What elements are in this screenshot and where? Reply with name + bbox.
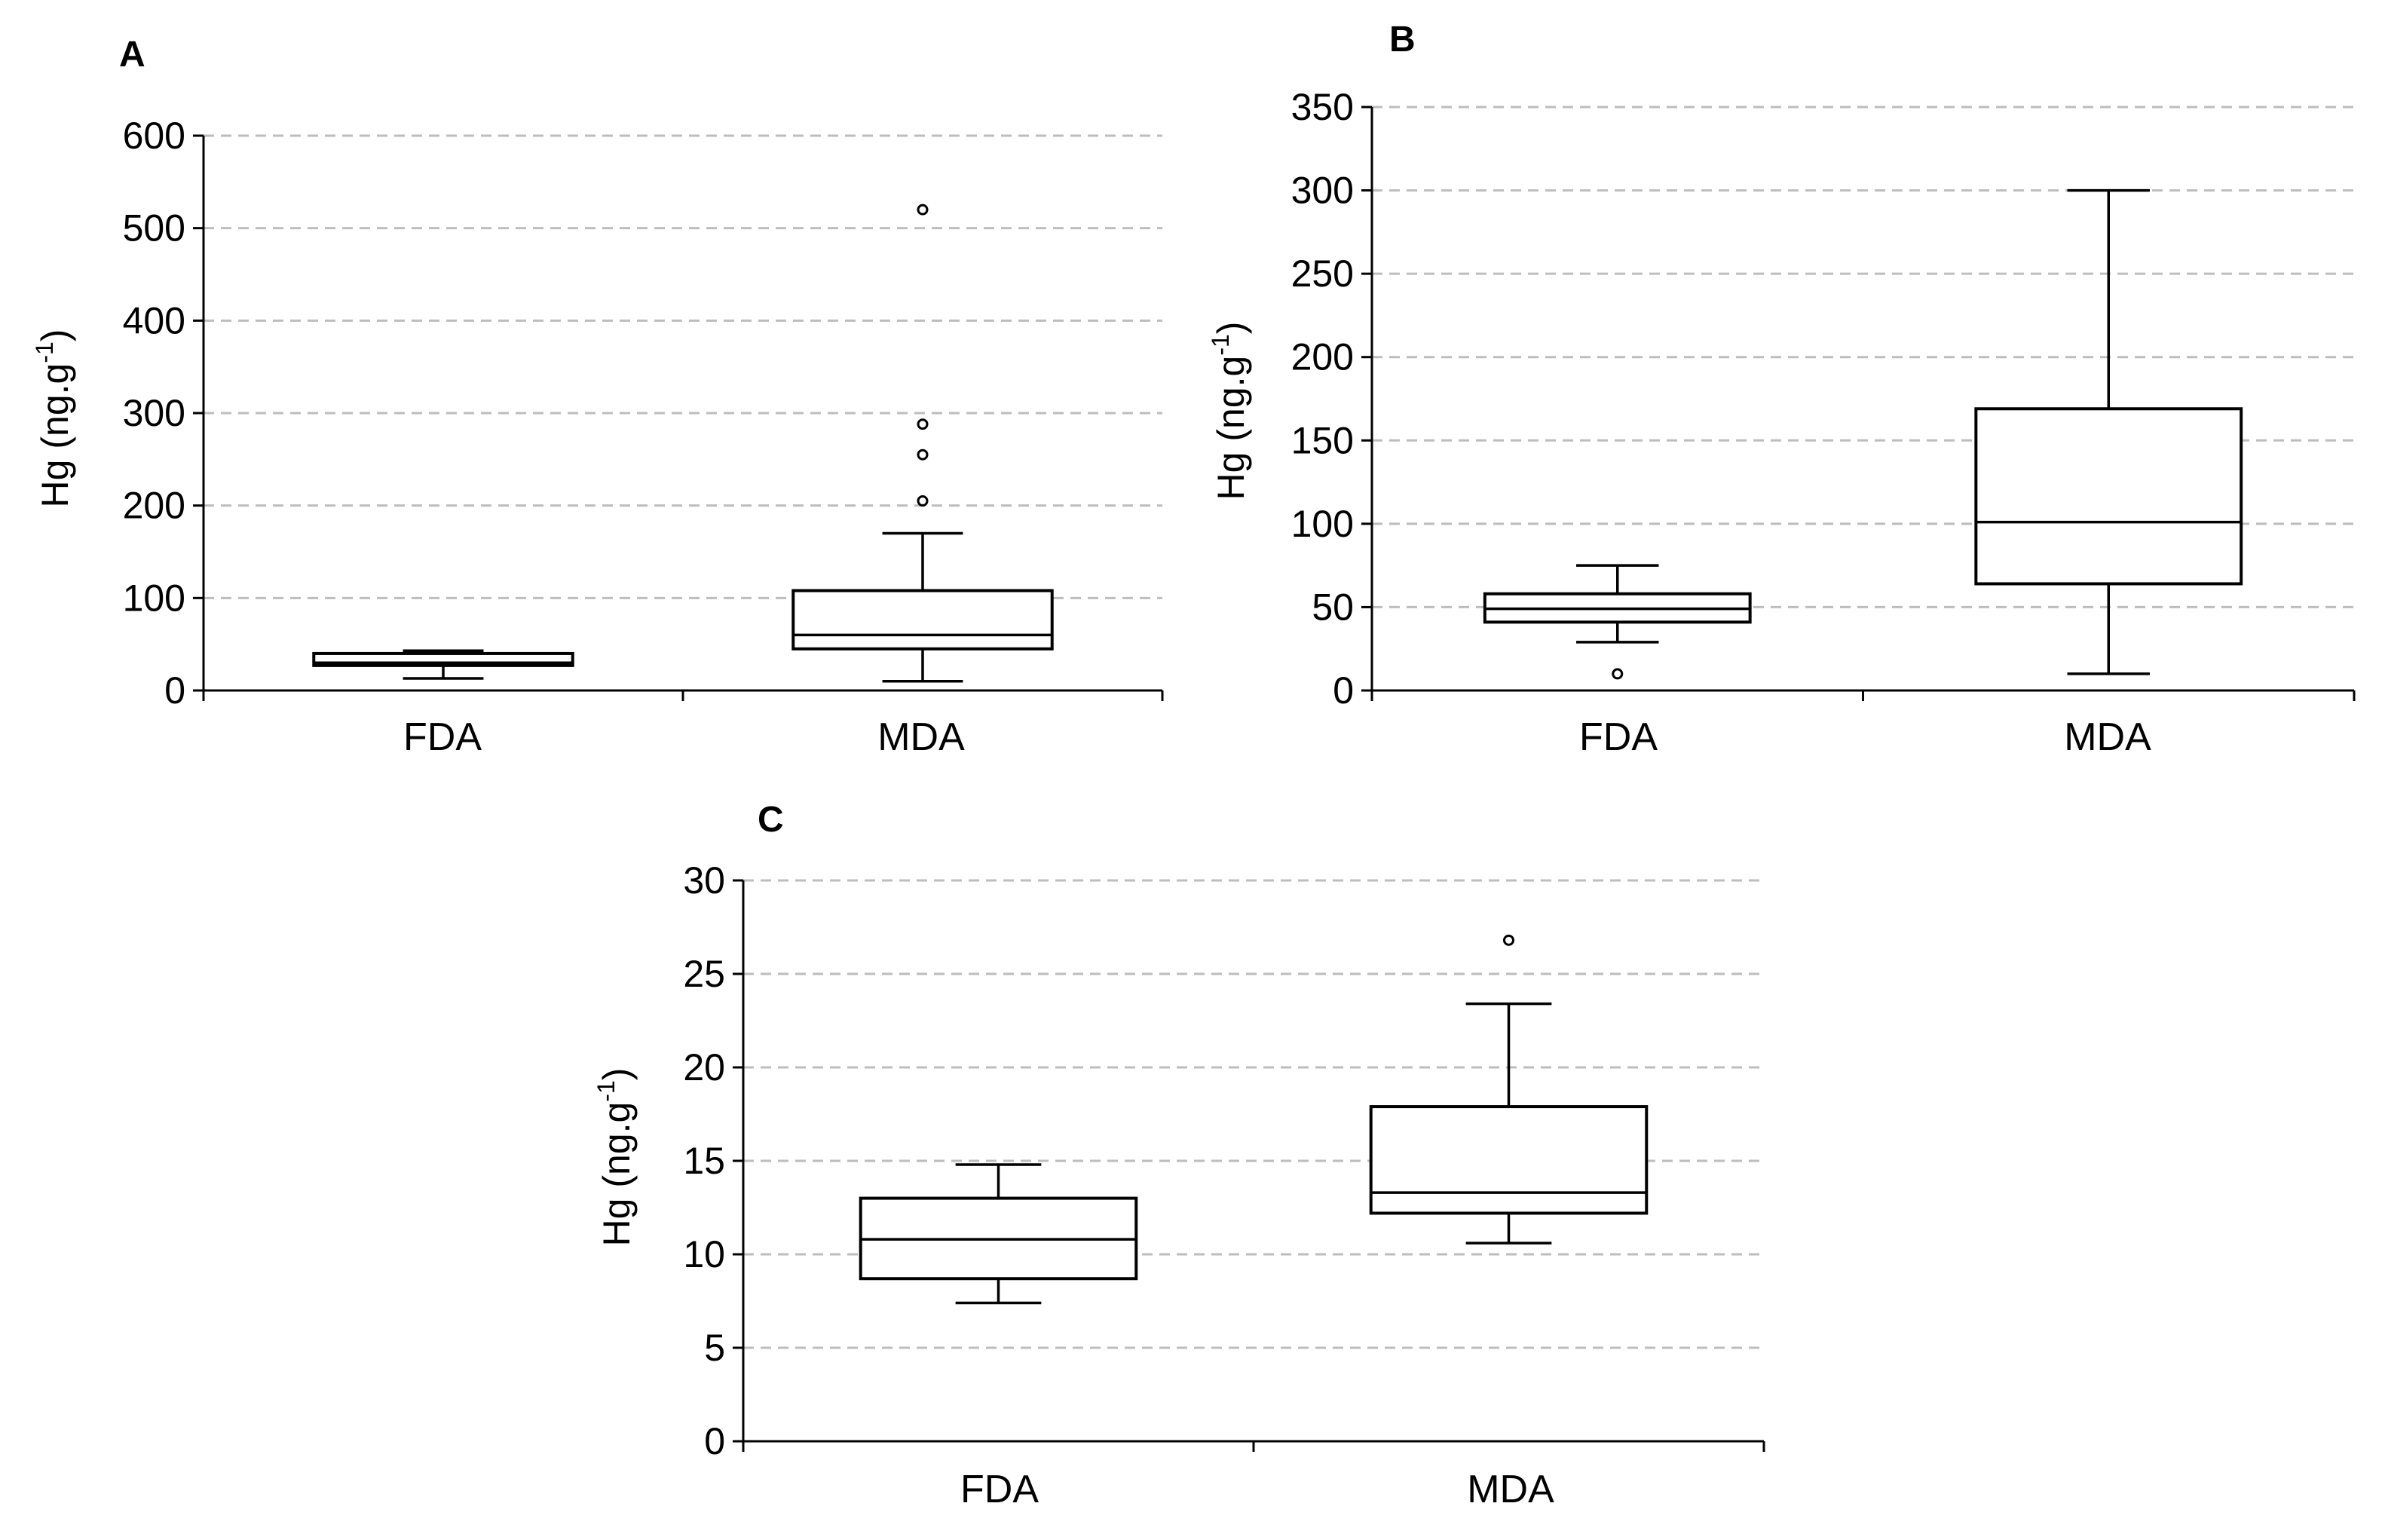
panel-a-mda-outlier-point [917, 418, 929, 430]
panel-a-category-fda: FDA [403, 715, 482, 759]
panel-c-y-tick-label: 25 [683, 953, 725, 995]
panel-a-y-axis-label: Hg (ng.g-1) [31, 329, 76, 508]
panel-c-mda-box [1369, 1105, 1649, 1215]
panel-a-y-tick-label: 500 [123, 207, 185, 250]
panel-c-category-fda: FDA [960, 1468, 1039, 1511]
panel-a-y-tick-label: 100 [123, 577, 185, 619]
panel-a-y-tick-label: 400 [123, 299, 185, 341]
panel-b-y-tick-label: 250 [1291, 253, 1354, 295]
panel-c-y-tick-label: 0 [704, 1420, 725, 1462]
panel-a: A Hg (ng.g-1) 0 100 200 300 400 500 600 FDA MD… [31, 35, 1164, 759]
panel-a-category-mda: MDA [877, 715, 965, 759]
panel-c-y-tick-label: 15 [683, 1140, 725, 1182]
panel-c-title: C [758, 800, 784, 840]
panel-c-category-mda: MDA [1467, 1468, 1554, 1511]
panel-c-y-tick-label: 10 [683, 1233, 725, 1275]
panel-a-y-tick-label: 200 [123, 485, 185, 527]
panel-a-mda-outlier-point [917, 495, 929, 507]
panel-a-title: A [119, 35, 145, 75]
panel-a-y-tick-label: 0 [164, 669, 185, 712]
panel-b-category-fda: FDA [1579, 715, 1658, 759]
panel-a-y-tick-label: 600 [123, 115, 185, 157]
panel-b-fda-outlier-point [1612, 668, 1624, 680]
panel-c-y-tick-label: 5 [704, 1327, 725, 1369]
panel-c-y-tick-label: 30 [683, 859, 725, 902]
panel-b-y-tick-label: 50 [1312, 586, 1354, 628]
panel-b-mda-box [1974, 407, 2243, 586]
panel-b-y-tick-label: 200 [1291, 336, 1354, 378]
panel-c: C Hg (ng.g-1) 0 5 10 15 20 25 30 FDA MDA [592, 800, 1765, 1511]
panel-a-y-tick-label: 300 [123, 392, 185, 434]
panel-b-y-tick-label: 0 [1333, 669, 1354, 712]
panel-c-y-axis-label: Hg (ng.g-1) [592, 1068, 638, 1247]
panel-a-mda-box [791, 589, 1054, 651]
panel-c-y-tick-label: 20 [683, 1046, 725, 1088]
panel-b-category-mda: MDA [2064, 715, 2151, 759]
panel-b-y-tick-label: 150 [1291, 419, 1354, 461]
panel-b-y-tick-label: 100 [1291, 503, 1354, 545]
panel-c-mda-outlier-point [1503, 934, 1514, 946]
panel-b-title: B [1389, 20, 1416, 60]
panel-b-y-tick-label: 300 [1291, 170, 1354, 212]
panel-a-mda-outlier-point [917, 204, 929, 216]
panel-a-mda-outlier-point [917, 449, 929, 461]
panel-b-y-tick-label: 350 [1291, 86, 1354, 128]
panel-b-y-axis-label: Hg (ng.g-1) [1207, 322, 1252, 501]
